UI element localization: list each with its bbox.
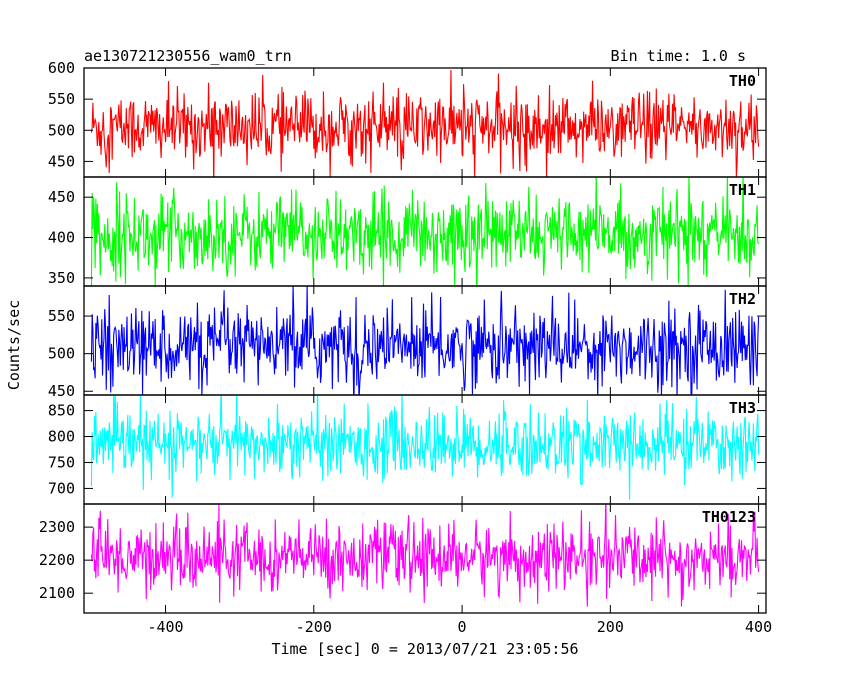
x-tick-label: 400 — [745, 618, 772, 636]
x-tick-label: 0 — [458, 618, 467, 636]
y-tick-label: 850 — [48, 402, 75, 420]
y-axis-label: Counts/sec — [5, 300, 23, 390]
y-tick-label: 500 — [48, 345, 75, 363]
y-tick-label: 2100 — [39, 584, 75, 602]
panels-group: 600 550 500 450 TH0 450 400 350 TH1 550 500 450 TH2 8… — [39, 59, 772, 636]
y-tick-label: 450 — [48, 382, 75, 400]
bin-time-label: Bin time: 1.0 s — [611, 47, 746, 65]
y-tick-label: 550 — [48, 90, 75, 108]
series-line-th0 — [90, 70, 760, 177]
y-tick-label: 550 — [48, 307, 75, 325]
y-tick-label: 750 — [48, 453, 75, 471]
panel-frame-th0123 — [83, 503, 767, 614]
y-tick-label: 450 — [48, 188, 75, 206]
chart-title: ae130721230556_wam0_trn — [84, 47, 292, 65]
x-tick-label: -400 — [147, 618, 183, 636]
y-tick-label: 700 — [48, 479, 75, 497]
y-tick-label: 450 — [48, 152, 75, 170]
panel-label-th3: TH3 — [729, 399, 756, 417]
y-tick-label: 600 — [48, 59, 75, 77]
y-tick-label: 500 — [48, 121, 75, 139]
panel-label-th0: TH0 — [729, 72, 756, 90]
y-tick-label: 400 — [48, 229, 75, 247]
x-axis-label: Time [sec] 0 = 2013/07/21 23:05:56 — [271, 640, 578, 658]
series-line-th3 — [90, 395, 760, 500]
y-tick-label: 2200 — [39, 551, 75, 569]
panel-label-th0123: TH0123 — [702, 508, 756, 526]
panel-label-th2: TH2 — [729, 290, 756, 308]
series-line-th1 — [90, 177, 760, 286]
y-tick-label: 800 — [48, 428, 75, 446]
y-tick-label: 350 — [48, 269, 75, 287]
series-line-th2 — [90, 286, 760, 395]
x-tick-label: -200 — [296, 618, 332, 636]
panel-label-th1: TH1 — [729, 181, 756, 199]
series-line-th0123 — [90, 504, 760, 607]
y-tick-label: 2300 — [39, 518, 75, 536]
x-tick-label: 200 — [597, 618, 624, 636]
